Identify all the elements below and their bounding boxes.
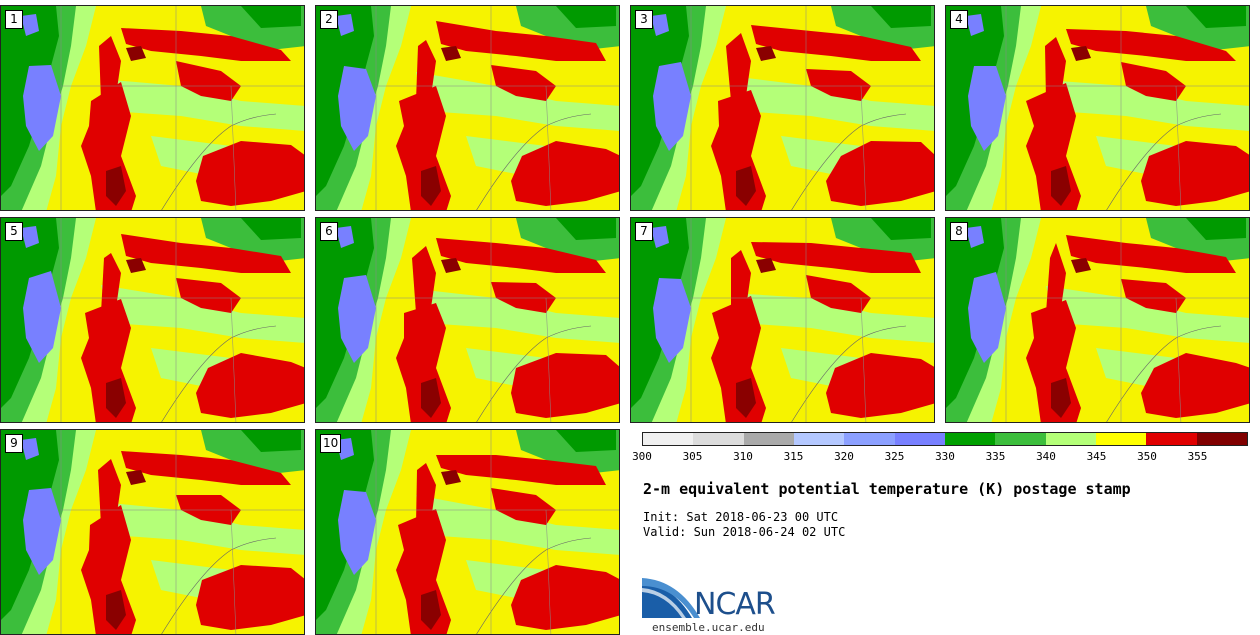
colorbar-tick: 300 (632, 450, 652, 463)
colorbar-tick: 350 (1137, 450, 1157, 463)
panel-number: 2 (320, 10, 338, 29)
map-panel-6: 6 (315, 217, 620, 423)
colorbar-tick: 355 (1187, 450, 1208, 463)
map-panel-4: 4 (945, 5, 1250, 211)
ncar-logo-icon (642, 578, 700, 618)
colorbar-segment (844, 433, 895, 445)
init-time: Init: Sat 2018-06-23 00 UTC (643, 510, 839, 524)
colorbar-segment (894, 433, 945, 445)
colorbar-segment (743, 433, 794, 445)
map-panel-1: 1 (0, 5, 305, 211)
panel-number: 10 (320, 434, 342, 453)
panel-number: 3 (635, 10, 653, 29)
colorbar-tick: 330 (935, 450, 955, 463)
panel-number: 7 (635, 222, 653, 241)
colorbar-segment (1045, 433, 1096, 445)
colorbar-segment (793, 433, 845, 445)
colorbar-tick: 335 (985, 450, 1006, 463)
panel-number: 1 (5, 10, 23, 29)
colorbar-tick: 310 (733, 450, 753, 463)
logo-text: NCAR (694, 587, 776, 622)
panel-number: 4 (950, 10, 968, 29)
colorbar-tick: 315 (783, 450, 804, 463)
panel-number: 9 (5, 434, 23, 453)
map-panel-9: 9 (0, 429, 305, 635)
colorbar-segment (643, 433, 694, 445)
map-panel-10: 10 (315, 429, 620, 635)
colorbar-segment (1196, 433, 1247, 445)
colorbar-segment (944, 433, 996, 445)
colorbar-segment (1146, 433, 1197, 445)
colorbar-tick-labels: 300 305 310 315 320 325 330 335 340 345 350 355 (632, 450, 1248, 466)
map-panel-2: 2 (315, 5, 620, 211)
colorbar-segment (1095, 433, 1147, 445)
chart-title: 2-m equivalent potential temperature (K)… (643, 480, 1131, 498)
panel-number: 5 (5, 222, 23, 241)
map-panel-3: 3 (630, 5, 935, 211)
colorbar-segment (693, 433, 744, 445)
panel-number: 8 (950, 222, 968, 241)
panel-number: 6 (320, 222, 338, 241)
colorbar-tick: 345 (1086, 450, 1107, 463)
colorbar-tick: 340 (1036, 450, 1056, 463)
colorbar-tick: 305 (682, 450, 703, 463)
colorbar-tick: 325 (884, 450, 905, 463)
colorbar-tick: 320 (834, 450, 854, 463)
colorbar-segment (995, 433, 1046, 445)
site-url: ensemble.ucar.edu (652, 621, 765, 634)
valid-time: Valid: Sun 2018-06-24 02 UTC (643, 525, 846, 539)
colorbar (642, 432, 1248, 446)
map-panel-5: 5 (0, 217, 305, 423)
map-panel-7: 7 (630, 217, 935, 423)
map-panel-8: 8 (945, 217, 1250, 423)
